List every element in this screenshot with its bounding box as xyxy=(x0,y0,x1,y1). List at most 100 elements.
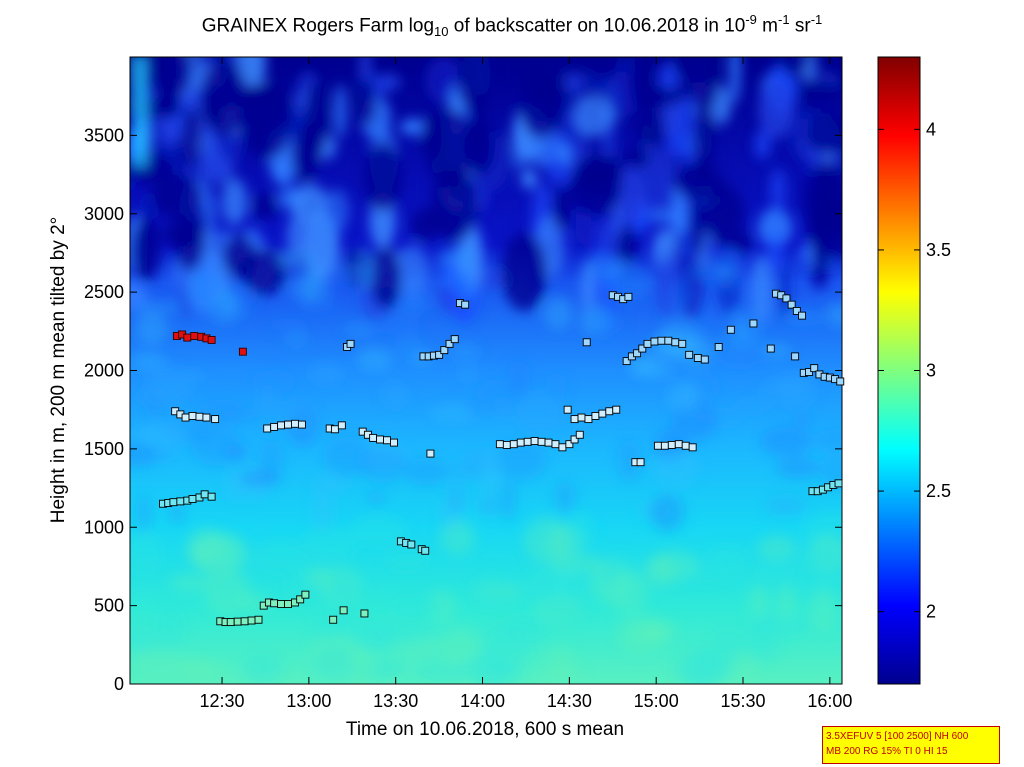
cloud-base-marker xyxy=(798,311,807,320)
cloud-base-marker xyxy=(577,413,586,422)
cloud-base-marker xyxy=(390,438,398,447)
cloud-base-marker xyxy=(685,350,694,359)
cloud-base-marker xyxy=(461,300,470,309)
cloud-base-marker xyxy=(502,441,511,449)
cloud-base-markers xyxy=(159,289,845,627)
cloud-base-marker xyxy=(169,498,178,507)
cloud-base-marker xyxy=(570,435,579,444)
cloud-base-marker xyxy=(575,430,584,439)
cloud-base-marker xyxy=(664,336,673,345)
y-tick-label: 3000 xyxy=(84,204,124,224)
cloud-base-marker xyxy=(667,441,676,449)
cloud-base-marker xyxy=(176,497,185,506)
cloud-base-marker xyxy=(584,415,593,424)
cloud-base-marker xyxy=(523,437,532,446)
cloud-base-marker xyxy=(565,440,574,449)
cloud-base-marker xyxy=(211,415,220,424)
cloud-base-marker xyxy=(297,420,306,429)
colorbar-tick-label: 2.5 xyxy=(926,481,951,501)
cloud-base-marker xyxy=(270,599,279,608)
x-tick-label: 14:30 xyxy=(547,691,592,711)
cloud-base-marker xyxy=(407,540,416,549)
cloud-base-marker xyxy=(582,338,591,347)
y-tick-label: 2000 xyxy=(84,361,124,381)
cloud-base-marker xyxy=(509,440,518,449)
cloud-base-marker xyxy=(284,420,292,429)
x-tick-label: 15:30 xyxy=(720,691,765,711)
cloud-base-marker xyxy=(277,421,286,430)
cloud-base-marker xyxy=(700,355,709,364)
colorbar-tick-label: 4 xyxy=(926,119,936,139)
cloud-base-marker xyxy=(376,435,385,444)
cloud-base-marker xyxy=(653,441,662,450)
cloud-base-marker xyxy=(495,440,504,449)
x-tick-label: 13:30 xyxy=(373,691,418,711)
cloud-base-marker-red xyxy=(190,332,199,340)
cloud-base-marker xyxy=(277,600,286,609)
cloud-base-marker xyxy=(714,343,723,351)
colorbar xyxy=(877,56,921,685)
cloud-base-marker xyxy=(749,319,758,328)
cloud-base-marker xyxy=(792,306,801,315)
cloud-base-marker xyxy=(836,377,845,386)
cloud-base-marker xyxy=(650,337,659,346)
cloud-base-marker xyxy=(329,615,338,624)
x-axis: 12:30 13:00 13:30 14:00 14:30 15:00 15:30 16:00 xyxy=(200,57,852,711)
cloud-base-marker xyxy=(188,495,197,503)
cloud-base-marker xyxy=(544,438,553,447)
y-axis: 0 500 1000 1500 2000 2500 3000 3500 xyxy=(84,125,842,694)
y-tick-label: 1500 xyxy=(84,439,124,459)
cloud-base-marker xyxy=(360,609,369,618)
y-tick-label: 3500 xyxy=(84,125,124,145)
x-tick-label: 14:00 xyxy=(460,691,505,711)
cloud-base-marker xyxy=(537,437,546,446)
cloud-base-marker xyxy=(516,438,525,447)
cloud-base-marker xyxy=(450,335,459,344)
y-axis-label: Height in m, 200 m mean tilted by 2° xyxy=(48,217,69,523)
cloud-base-marker xyxy=(671,338,680,347)
cloud-base-marker xyxy=(383,436,391,445)
cloud-base-marker xyxy=(226,618,235,627)
cloud-base-marker xyxy=(622,357,631,366)
cloud-base-marker xyxy=(270,422,279,431)
cloud-base-marker xyxy=(421,546,430,555)
x-axis-label: Time on 10.06.2018, 600 s mean xyxy=(346,719,624,740)
cloud-base-marker xyxy=(426,449,435,458)
cloud-base-marker-red xyxy=(207,335,216,344)
cloud-base-marker xyxy=(207,492,216,501)
cloud-base-marker xyxy=(791,352,800,361)
cloud-base-marker xyxy=(301,590,310,599)
x-tick-label: 12:30 xyxy=(200,691,245,711)
cloud-base-marker xyxy=(254,615,263,624)
info-line-1: 3.5XEFUV 5 [100 2500] NH 600 xyxy=(826,731,969,742)
x-tick-label: 16:00 xyxy=(807,691,852,711)
cloud-base-marker xyxy=(369,433,378,442)
x-tick-label: 13:00 xyxy=(286,691,331,711)
cloud-base-marker xyxy=(605,407,614,416)
y-tick-label: 1000 xyxy=(84,517,124,537)
cloud-base-marker xyxy=(339,606,348,615)
cloud-base-marker xyxy=(435,350,444,359)
cloud-base-marker xyxy=(202,413,211,422)
y-tick-label: 2500 xyxy=(84,282,124,302)
cloud-base-marker xyxy=(678,339,687,348)
cloud-base-marker xyxy=(633,349,642,358)
cloud-base-marker-red xyxy=(238,347,247,356)
x-tick-label: 15:00 xyxy=(634,691,679,711)
cloud-base-marker xyxy=(445,339,454,348)
chart-title: GRAINEX Rogers Farm log10 of backscatter… xyxy=(201,12,823,40)
cloud-base-marker xyxy=(181,413,190,422)
cloud-base-marker xyxy=(291,419,299,428)
cloud-base-marker xyxy=(330,425,339,434)
cloud-base-marker xyxy=(657,336,666,345)
cloud-base-marker xyxy=(624,292,633,301)
cloud-base-marker xyxy=(674,440,683,449)
cloud-base-marker xyxy=(296,595,305,604)
cloud-base-marker xyxy=(530,437,539,445)
colorbar-tick-label: 2 xyxy=(926,602,936,622)
cloud-base-marker xyxy=(440,346,449,355)
cloud-base-marker xyxy=(726,325,735,334)
cloud-base-marker xyxy=(638,344,647,353)
cloud-base-marker xyxy=(200,490,209,499)
